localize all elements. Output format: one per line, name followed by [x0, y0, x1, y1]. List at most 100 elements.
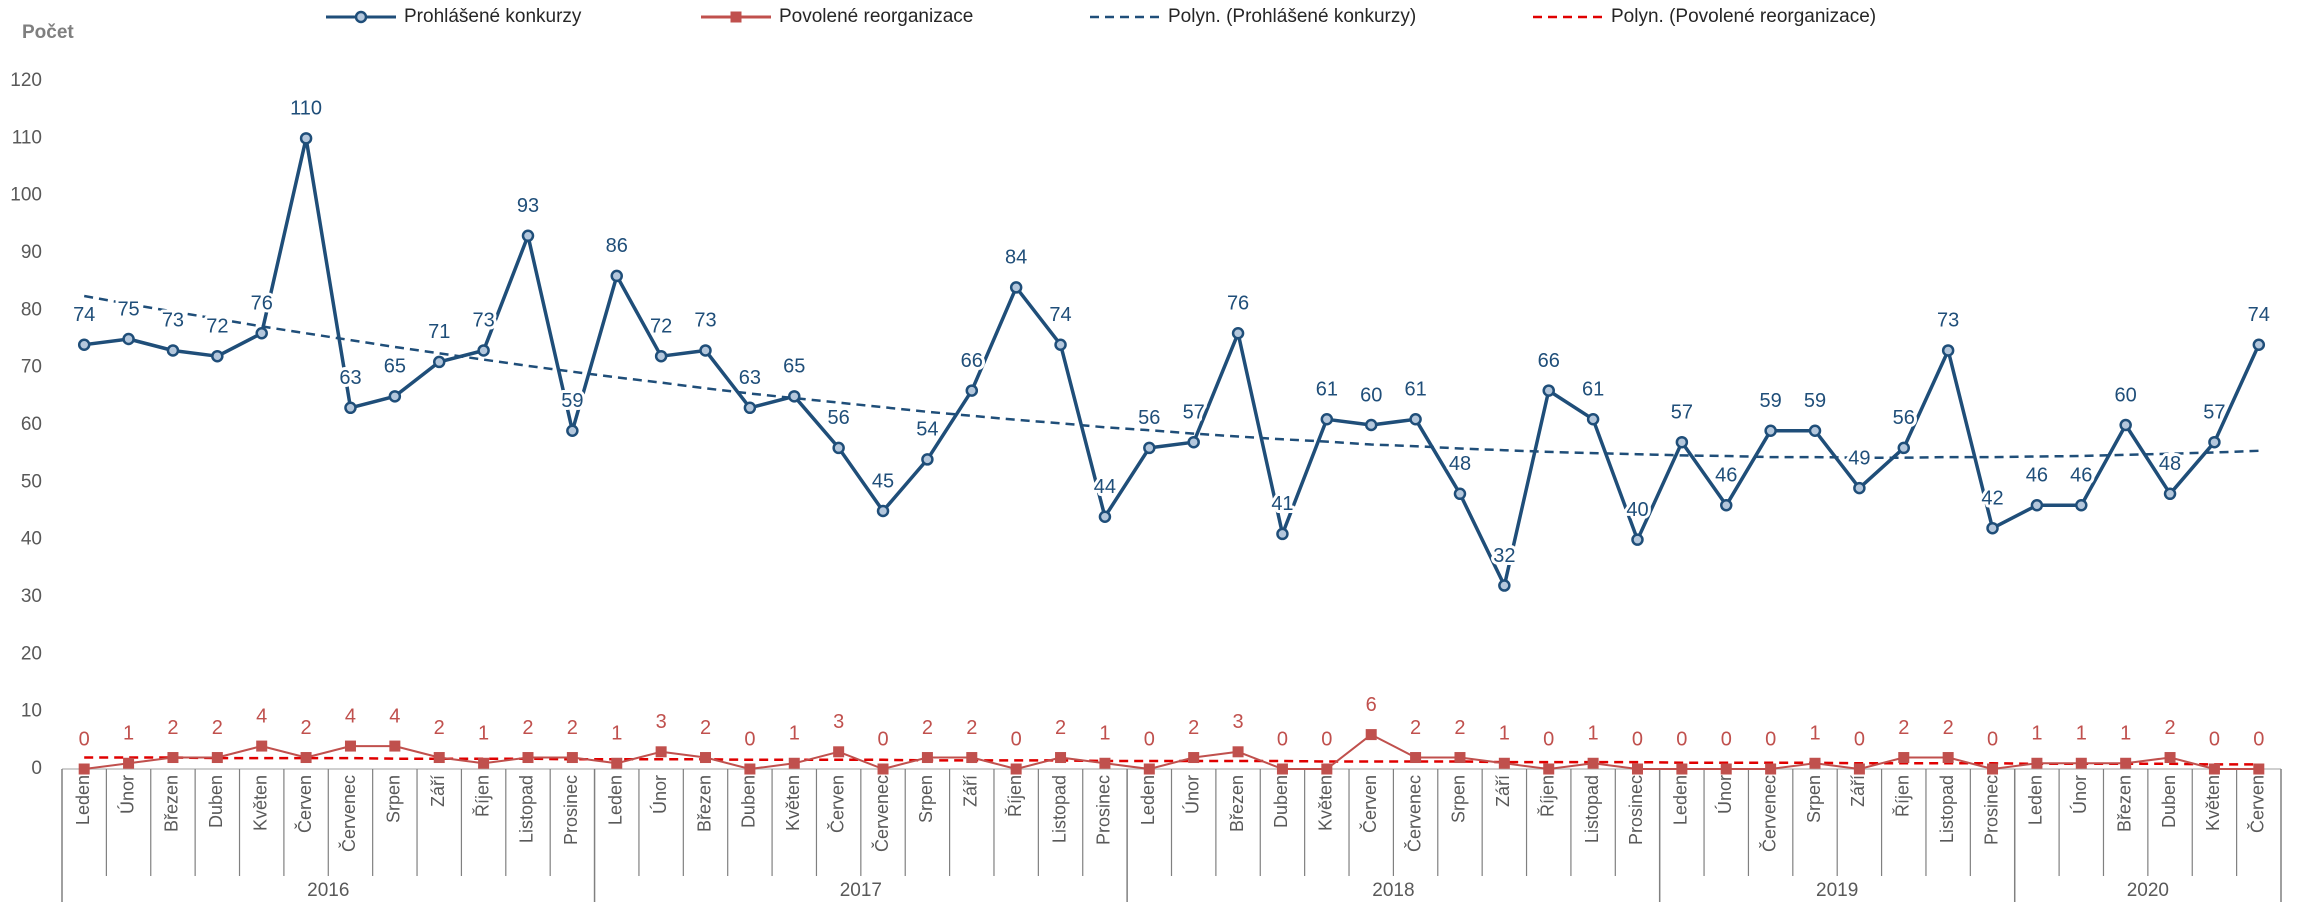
data-label: 1 [1099, 723, 1110, 745]
y-tick-label: 40 [21, 529, 42, 550]
point-marker [1809, 757, 1821, 769]
data-label: 2 [522, 717, 533, 739]
point-marker [832, 441, 845, 455]
point-marker [2031, 757, 2043, 769]
y-tick-label: 10 [21, 701, 42, 722]
x-tick-label: Prosinec [1626, 775, 1646, 845]
point-marker [389, 740, 401, 752]
point-marker [876, 504, 890, 518]
point-marker [1321, 763, 1333, 775]
x-tick-label: Březen [2114, 775, 2134, 832]
data-label: 45 [872, 470, 894, 492]
data-label: 2 [966, 717, 977, 739]
data-label: 2 [1943, 717, 1954, 739]
x-tick-label: Srpen [1804, 775, 1824, 823]
data-label: 46 [1715, 465, 1737, 487]
data-label: 56 [1893, 407, 1915, 429]
x-tick-label: Duben [739, 775, 759, 828]
x-tick-label: Červen [294, 775, 315, 833]
year-label: 2018 [1372, 880, 1414, 901]
x-tick-label: Září [961, 775, 981, 807]
point-marker [211, 752, 223, 764]
point-marker [2208, 763, 2220, 775]
point-marker [610, 269, 623, 283]
data-label: 72 [650, 315, 672, 337]
data-label: 2 [2164, 717, 2175, 739]
legend-label: Polyn. (Povolené reorganizace) [1611, 6, 1876, 27]
data-label: 2 [434, 717, 445, 739]
point-marker [744, 763, 756, 775]
point-marker [1232, 746, 1244, 758]
data-label: 49 [1848, 447, 1870, 469]
data-label: 60 [2115, 384, 2137, 406]
data-label: 0 [79, 728, 90, 750]
x-tick-label: Říjen [1537, 775, 1557, 817]
y-tick-label: 70 [21, 357, 42, 378]
point-marker [1808, 424, 1822, 437]
point-marker [1720, 763, 1732, 775]
series-line [83, 136, 2261, 588]
point-marker [1941, 344, 1955, 357]
point-marker [1498, 579, 1511, 592]
point-marker [1364, 418, 1378, 432]
point-marker [788, 390, 801, 403]
point-marker [2164, 752, 2176, 764]
data-label: 84 [1005, 247, 1027, 269]
data-label: 66 [1538, 350, 1560, 372]
data-label: 0 [744, 728, 755, 750]
point-marker [477, 344, 490, 357]
point-marker [1542, 384, 1555, 397]
x-tick-label: Únor [2069, 775, 2090, 814]
point-marker [1276, 527, 1289, 541]
data-label: 44 [1094, 476, 1116, 498]
point-marker [432, 355, 446, 369]
data-label: 0 [1011, 728, 1022, 750]
point-marker [1188, 752, 1200, 764]
point-marker [211, 349, 224, 363]
x-tick-label: Červen [2247, 775, 2268, 833]
data-label: 0 [2209, 728, 2220, 750]
data-label: 32 [1493, 545, 1515, 567]
point-marker [1055, 752, 1067, 764]
data-label: 3 [1233, 711, 1244, 733]
point-marker [1498, 757, 1510, 769]
point-marker [344, 401, 357, 415]
data-label: 60 [1360, 384, 1382, 406]
point-marker [921, 453, 934, 466]
x-tick-label: Červen [826, 775, 847, 833]
y-tick-label: 110 [12, 127, 42, 148]
data-label: 76 [251, 293, 273, 315]
data-label: 4 [389, 705, 400, 727]
data-label: 59 [561, 390, 583, 412]
point-marker [167, 752, 179, 764]
data-label: 63 [339, 367, 361, 389]
data-label: 76 [1227, 293, 1249, 315]
x-tick-label: Leden [1671, 775, 1691, 825]
data-label: 61 [1316, 379, 1338, 401]
data-label: 59 [1804, 390, 1826, 412]
data-label: 46 [2070, 465, 2092, 487]
point-marker [521, 229, 535, 243]
data-label: 61 [1582, 379, 1604, 401]
point-marker [2030, 499, 2044, 512]
point-marker [965, 384, 979, 397]
point-marker [1586, 413, 1600, 426]
data-label: 2 [1055, 717, 1066, 739]
point-marker [300, 752, 312, 764]
data-label: 1 [478, 723, 489, 745]
data-label: 56 [828, 407, 850, 429]
data-label: 4 [345, 705, 356, 727]
point-marker [1631, 533, 1644, 546]
point-marker [1676, 763, 1688, 775]
x-tick-label: Září [1493, 775, 1513, 807]
y-tick-label: 120 [10, 70, 42, 91]
data-label: 2 [700, 717, 711, 739]
x-tick-label: Březen [1227, 775, 1247, 832]
data-label: 57 [1671, 401, 1693, 423]
y-tick-label: 20 [21, 643, 42, 664]
x-tick-label: Červenec [871, 775, 892, 852]
point-marker [78, 763, 90, 775]
data-label: 6 [1366, 694, 1377, 716]
point-marker [123, 757, 135, 769]
